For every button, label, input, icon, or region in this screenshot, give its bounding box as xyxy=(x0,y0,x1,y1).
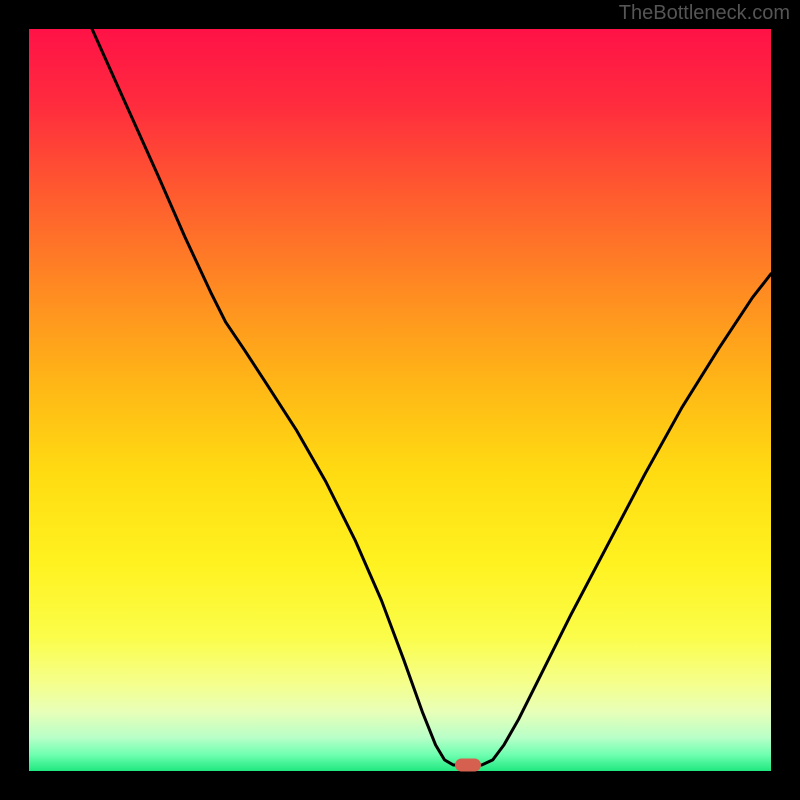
bottleneck-curve xyxy=(29,29,771,771)
plot-area xyxy=(29,29,771,771)
attribution-text: TheBottleneck.com xyxy=(619,2,790,25)
optimal-point-marker xyxy=(455,759,481,772)
